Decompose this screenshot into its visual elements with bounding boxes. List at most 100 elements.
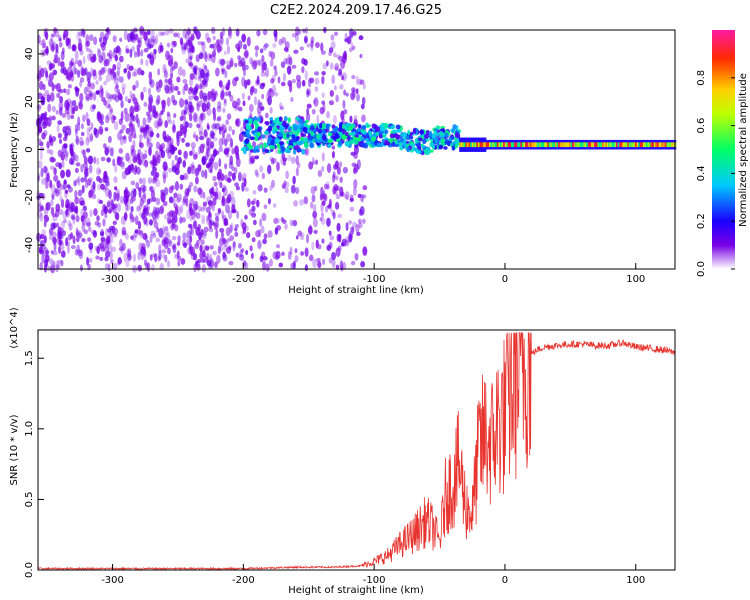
heat-cell [229,155,233,166]
heat-cell [264,43,269,48]
heat-cell [113,121,119,131]
heat-cell [312,258,317,268]
heat-cell [303,122,308,128]
heat-cell [264,67,270,78]
heat-cell [336,184,341,192]
heat-cell [221,195,225,206]
heat-cell [81,185,85,194]
heat-cell [473,142,476,148]
heat-cell [565,142,569,148]
heat-cell [326,217,331,227]
heat-cell [61,113,67,119]
heat-cell [361,130,366,135]
heat-cell [275,244,281,249]
y-tick-label: 0.0 [24,562,35,578]
heat-cell [186,27,191,36]
heat-cell [113,86,118,92]
heat-cell [325,60,329,67]
heat-cell [306,103,312,109]
heat-cell [129,211,133,220]
heat-cell [169,86,174,92]
heat-cell [627,142,630,148]
heat-cell [308,161,314,170]
heat-cell [151,178,156,184]
heat-cell [269,185,273,191]
heat-cell [241,61,246,72]
heat-cell [108,57,113,62]
heat-cell [221,187,225,193]
heat-cell [204,245,210,251]
heat-cell [71,44,77,52]
heat-cell [197,260,201,268]
heat-cell [152,176,158,184]
heat-cell [332,173,336,183]
heat-cell [283,47,289,52]
heat-cell [440,138,446,144]
colorbar-gradient [712,30,735,269]
heat-cell [335,247,341,257]
heat-cell [89,245,93,254]
heat-cell [189,72,195,80]
heat-cell [249,111,253,119]
heat-cell [153,111,159,119]
heat-cell [119,135,124,146]
bottom-x-axis-label: Height of straight line (km) [288,585,424,596]
heat-cell [47,79,53,87]
heat-cell [104,127,109,132]
heat-cell [667,142,671,148]
heat-cell [111,93,117,101]
y-tick-label: 1.5 [24,350,35,366]
heat-cell [107,208,112,214]
heat-cell [86,133,91,143]
heat-cell [398,143,402,148]
heat-cell [86,256,90,266]
heat-cell [194,167,200,177]
heat-cell [306,233,309,244]
heat-cell [163,165,169,171]
heat-cell [313,97,319,107]
heat-cell [212,35,216,41]
heat-cell [339,260,344,271]
heat-cell [123,252,128,263]
heat-cell [209,130,215,139]
heat-cell [256,199,260,208]
heat-cell [389,125,394,129]
heat-cell [603,142,606,148]
heat-cell [85,137,90,146]
heat-cell [276,142,281,149]
heat-cell [361,96,366,106]
heat-cell [218,158,222,168]
heat-cell [191,161,195,172]
heat-cell [92,104,96,110]
heat-cell [134,229,139,234]
heat-cell [128,132,133,143]
heat-cell [95,167,101,176]
heat-cell [462,142,465,148]
heat-cell [300,235,304,241]
heat-cell [153,253,158,263]
heat-cell [403,141,407,148]
heat-cell [129,117,133,124]
heat-cell [99,230,105,237]
heat-cell [257,126,262,133]
heat-cell [161,249,167,254]
heat-cell [287,250,292,260]
heat-cell [280,81,286,87]
heat-cell [77,116,81,126]
heat-cell [583,142,586,148]
heat-cell [167,84,173,95]
heat-cell [294,248,298,254]
x-tick-label: -300 [101,575,124,586]
heat-cell [82,56,86,65]
heat-cell [498,142,501,148]
heat-cell [124,198,128,207]
heat-cell [167,247,171,255]
heat-cell [348,125,353,131]
heat-cell [225,150,230,158]
heat-cell [378,133,383,139]
heat-cell [515,142,518,148]
heat-cell [482,142,485,148]
heat-cell [271,122,275,128]
heat-cell [264,121,268,125]
